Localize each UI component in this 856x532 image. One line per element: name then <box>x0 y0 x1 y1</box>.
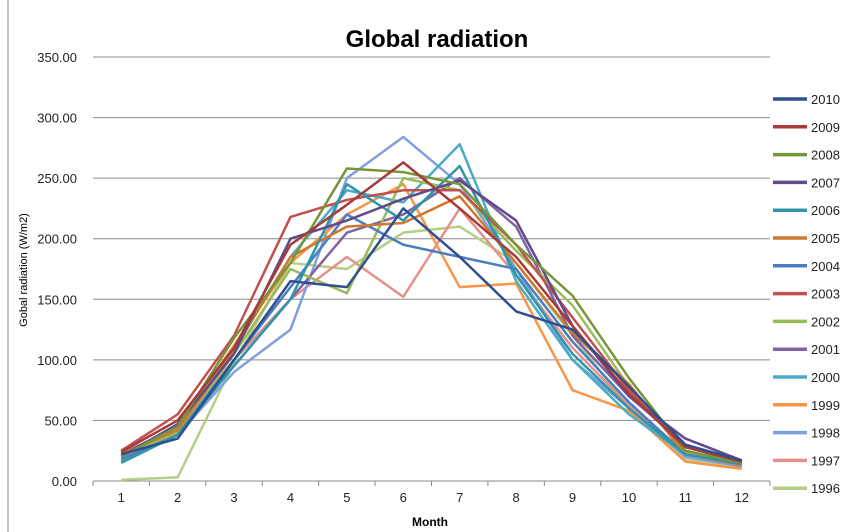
y-tick-label: 200.00 <box>37 232 77 247</box>
legend-label-2008: 2008 <box>811 148 840 163</box>
y-tick-label: 100.00 <box>37 353 77 368</box>
x-tick-label: 10 <box>622 490 636 505</box>
chart-title: Global radiation <box>346 26 529 53</box>
x-tick-label: 2 <box>174 490 181 505</box>
x-tick-label: 7 <box>456 490 463 505</box>
legend-label-2000: 2000 <box>811 370 840 385</box>
legend-label-1996: 1996 <box>811 481 840 496</box>
legend: 2010 2009 2008 2007 2006 2005 2004 2003 2002 2001… <box>773 92 840 496</box>
series-lines <box>120 135 743 482</box>
legend-label-2004: 2004 <box>811 259 840 274</box>
y-axis-ticks: 0.00 50.00 100.00 150.00 200.00 250.00 300.00 3… <box>37 50 77 489</box>
x-tick-label: 9 <box>569 490 576 505</box>
y-tick-label: 350.00 <box>37 50 77 65</box>
x-axis-ticks: 1 2 3 4 5 6 7 8 9 10 11 12 <box>92 481 771 505</box>
legend-label-2002: 2002 <box>811 314 840 329</box>
series-line-2009 <box>120 161 743 463</box>
legend-label-1997: 1997 <box>811 453 840 468</box>
legend-label-1998: 1998 <box>811 426 840 441</box>
x-tick-label: 1 <box>118 490 125 505</box>
legend-label-2005: 2005 <box>811 231 840 246</box>
legend-label-2007: 2007 <box>811 175 840 190</box>
x-tick-label: 4 <box>287 490 294 505</box>
legend-label-2006: 2006 <box>811 203 840 218</box>
series-line-2008 <box>120 167 743 465</box>
legend-label-2009: 2009 <box>811 120 840 135</box>
legend-label-2001: 2001 <box>811 342 840 357</box>
y-tick-label: 250.00 <box>37 171 77 186</box>
legend-label-2003: 2003 <box>811 287 840 302</box>
legend-label-1999: 1999 <box>811 398 840 413</box>
x-tick-label: 12 <box>735 490 749 505</box>
series-line-2010 <box>120 207 743 462</box>
x-tick-label: 11 <box>679 490 693 505</box>
x-tick-label: 5 <box>343 490 350 505</box>
x-tick-label: 6 <box>400 490 407 505</box>
y-axis-label: Gobal radiation (W/m2) <box>18 213 30 327</box>
y-tick-label: 300.00 <box>37 111 77 126</box>
y-tick-label: 50.00 <box>44 413 77 428</box>
y-tick-label: 0.00 <box>52 474 77 489</box>
legend-label-2010: 2010 <box>811 92 840 107</box>
y-tick-label: 150.00 <box>37 292 77 307</box>
x-tick-label: 8 <box>513 490 520 505</box>
x-axis-label: Month <box>412 515 448 529</box>
x-tick-label: 3 <box>230 490 237 505</box>
series-line-2006 <box>120 164 743 466</box>
